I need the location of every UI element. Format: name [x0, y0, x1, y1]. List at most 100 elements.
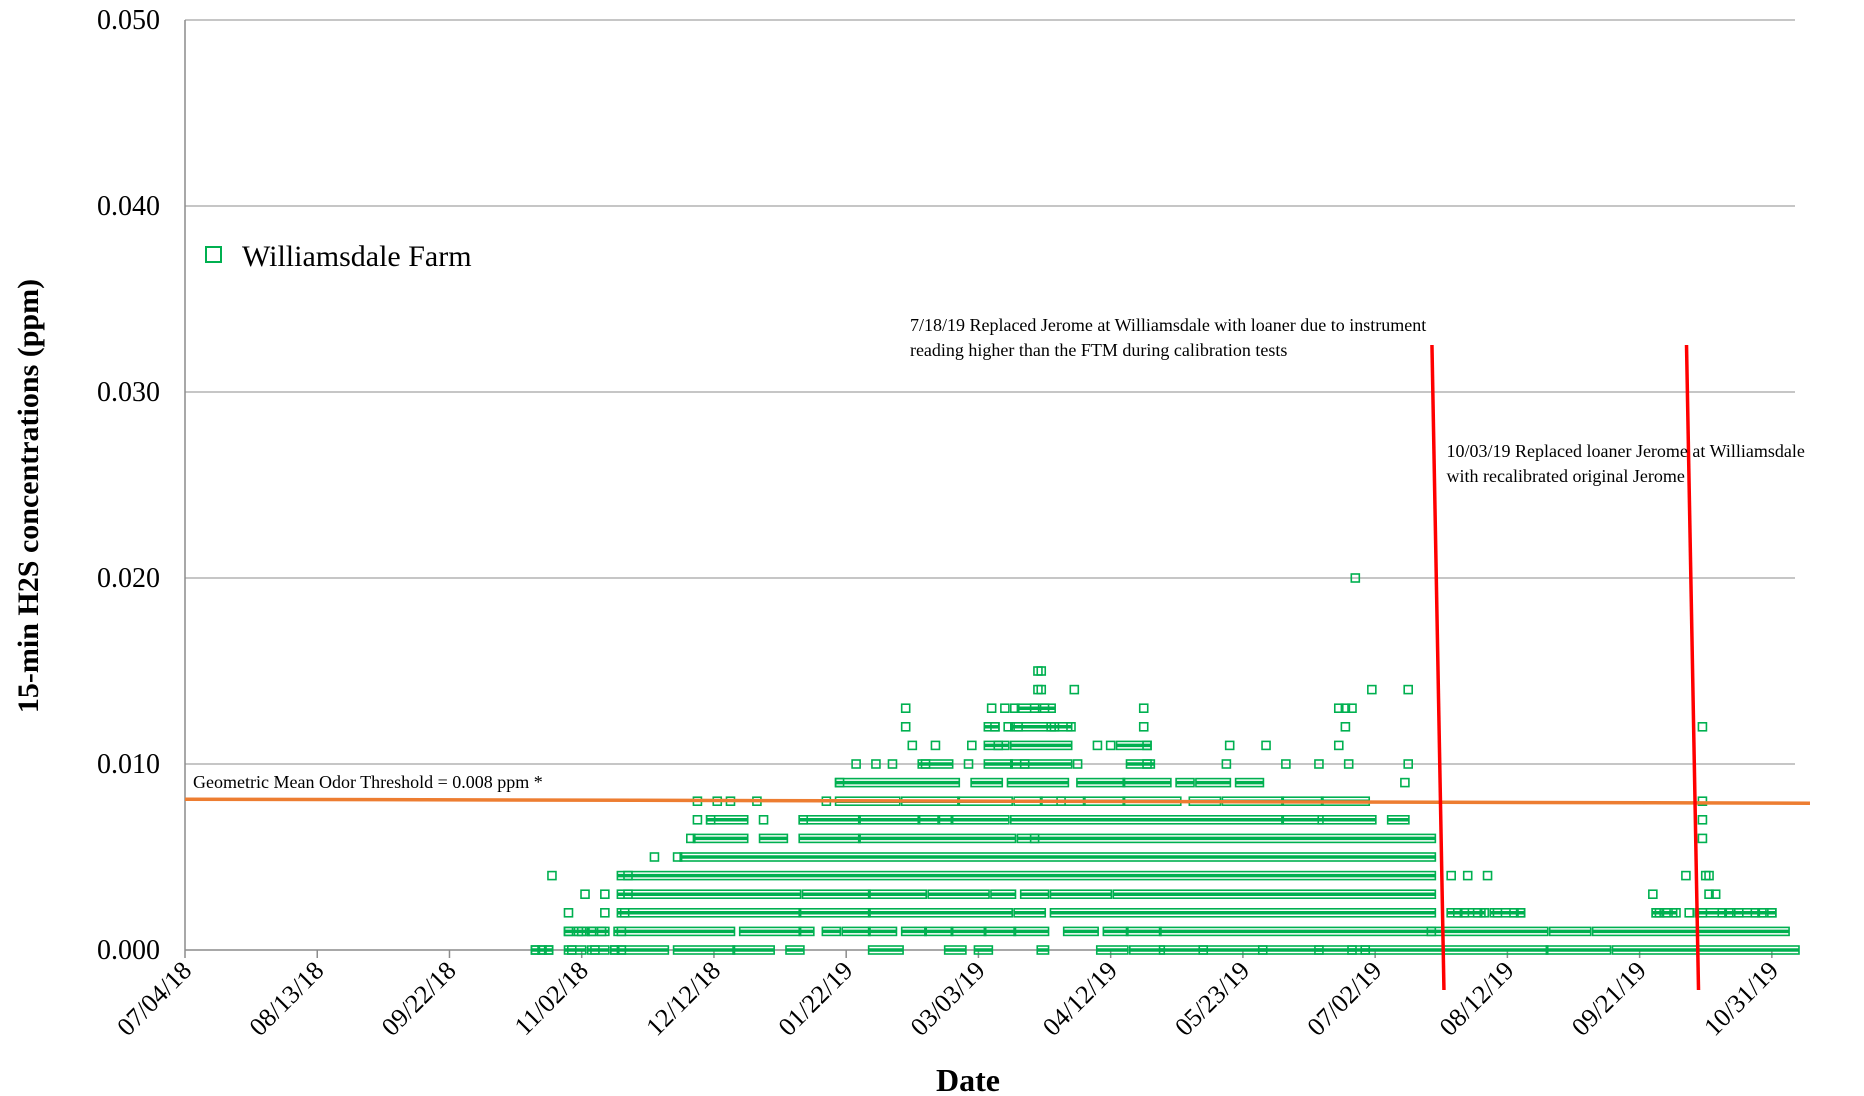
data-point [537, 945, 547, 955]
y-tick-label: 0.020 [97, 563, 160, 594]
x-tick-label: 08/13/18 [244, 956, 330, 1042]
data-point [1036, 666, 1047, 676]
data-point [851, 759, 861, 769]
data-point [563, 907, 574, 918]
x-axis-title: Date [936, 1062, 1000, 1096]
data-point [1472, 907, 1483, 918]
data-point [1138, 703, 1149, 714]
data-point [1333, 740, 1344, 751]
legend: Williamsdale Farm [205, 240, 472, 273]
data-point [1314, 759, 1324, 769]
data-point [1492, 907, 1503, 918]
data-point [1003, 721, 1013, 732]
data-point [1462, 870, 1473, 881]
data-point [887, 759, 898, 769]
data-point [1724, 907, 1734, 918]
x-tick-label: 11/02/18 [509, 956, 594, 1041]
y-tick-label: 0.040 [97, 191, 160, 222]
x-tick-label: 04/12/19 [1037, 956, 1123, 1042]
data-point [623, 889, 633, 900]
data-point [1697, 721, 1708, 732]
data-point [900, 703, 911, 714]
data-point [672, 852, 683, 862]
data-point [1515, 907, 1526, 918]
data-point [1704, 870, 1714, 881]
legend-label: Williamsdale Farm [242, 240, 472, 273]
data-point [963, 759, 974, 769]
odor-threshold-line [184, 797, 1811, 805]
data-point [1092, 740, 1103, 751]
data-point [1697, 814, 1708, 825]
data-point [609, 945, 620, 955]
data-point [1039, 703, 1050, 714]
data-point [1757, 907, 1767, 918]
data-point [1648, 889, 1658, 900]
data-point [596, 926, 607, 937]
event-marker-text: reading higher than the FTM during calib… [910, 340, 1287, 360]
data-point [649, 852, 660, 862]
data-point [623, 870, 633, 881]
data-point [1681, 870, 1691, 881]
y-axis-title: 15-min H2S concentrations (ppm) [12, 279, 45, 713]
data-point [600, 889, 610, 900]
data-point [616, 926, 627, 937]
data-point [586, 926, 597, 937]
data-point [1029, 703, 1040, 714]
data-point [1710, 889, 1721, 900]
data-point [1400, 777, 1410, 788]
data-point [993, 740, 1004, 751]
data-point [834, 777, 845, 788]
data-point [1009, 703, 1020, 714]
data-point [1403, 684, 1414, 695]
data-point [1340, 721, 1351, 732]
data-point [1224, 740, 1235, 751]
data-point [1000, 703, 1010, 714]
data-point [1221, 759, 1232, 769]
data-point [907, 740, 918, 751]
x-tick-label: 09/22/18 [376, 956, 462, 1042]
data-point [1767, 907, 1777, 918]
data-point [1750, 907, 1761, 918]
odor-threshold-label: Geometric Mean Odor Threshold = 0.008 pp… [193, 772, 543, 792]
data-point [1446, 870, 1456, 881]
data-point [920, 759, 931, 769]
event-marker-text: 7/18/19 Replaced Jerome at Williamsdale … [910, 315, 1426, 335]
x-tick-label: 09/21/19 [1566, 956, 1652, 1042]
data-point [590, 945, 600, 955]
data-point [576, 926, 587, 937]
data-point [900, 721, 911, 732]
data-point [1261, 740, 1271, 751]
data-point [1013, 721, 1023, 732]
event-marker-text: 10/03/19 Replaced loaner Jerome at Willi… [1447, 441, 1805, 461]
data-point [986, 703, 997, 714]
data-points [530, 573, 1800, 955]
data-point [1452, 907, 1463, 918]
data-point [1281, 759, 1291, 769]
data-point [967, 740, 977, 751]
y-tick-label: 0.010 [97, 749, 160, 780]
data-point [758, 814, 769, 825]
event-marker-text: with recalibrated original Jerome [1447, 466, 1685, 486]
data-point [1479, 907, 1490, 918]
data-point [1403, 759, 1414, 769]
y-tick-label: 0.050 [97, 5, 160, 36]
data-point [1066, 721, 1076, 732]
data-point [1704, 889, 1714, 900]
data-point [1347, 703, 1357, 714]
data-point [543, 945, 554, 955]
x-tick-label: 03/03/19 [905, 956, 991, 1042]
x-tick-label: 07/02/19 [1302, 956, 1388, 1042]
legend-marker [205, 246, 222, 263]
data-point [600, 907, 610, 918]
data-point [563, 926, 574, 937]
x-tick-label: 05/23/19 [1169, 956, 1255, 1042]
y-tick-label: 0.030 [97, 377, 160, 408]
data-point [530, 945, 541, 955]
data-point [1654, 907, 1665, 918]
data-point [1036, 684, 1047, 695]
data-point [1069, 684, 1080, 695]
data-point [990, 721, 1000, 732]
data-point [1142, 740, 1152, 751]
data-point [692, 814, 703, 825]
